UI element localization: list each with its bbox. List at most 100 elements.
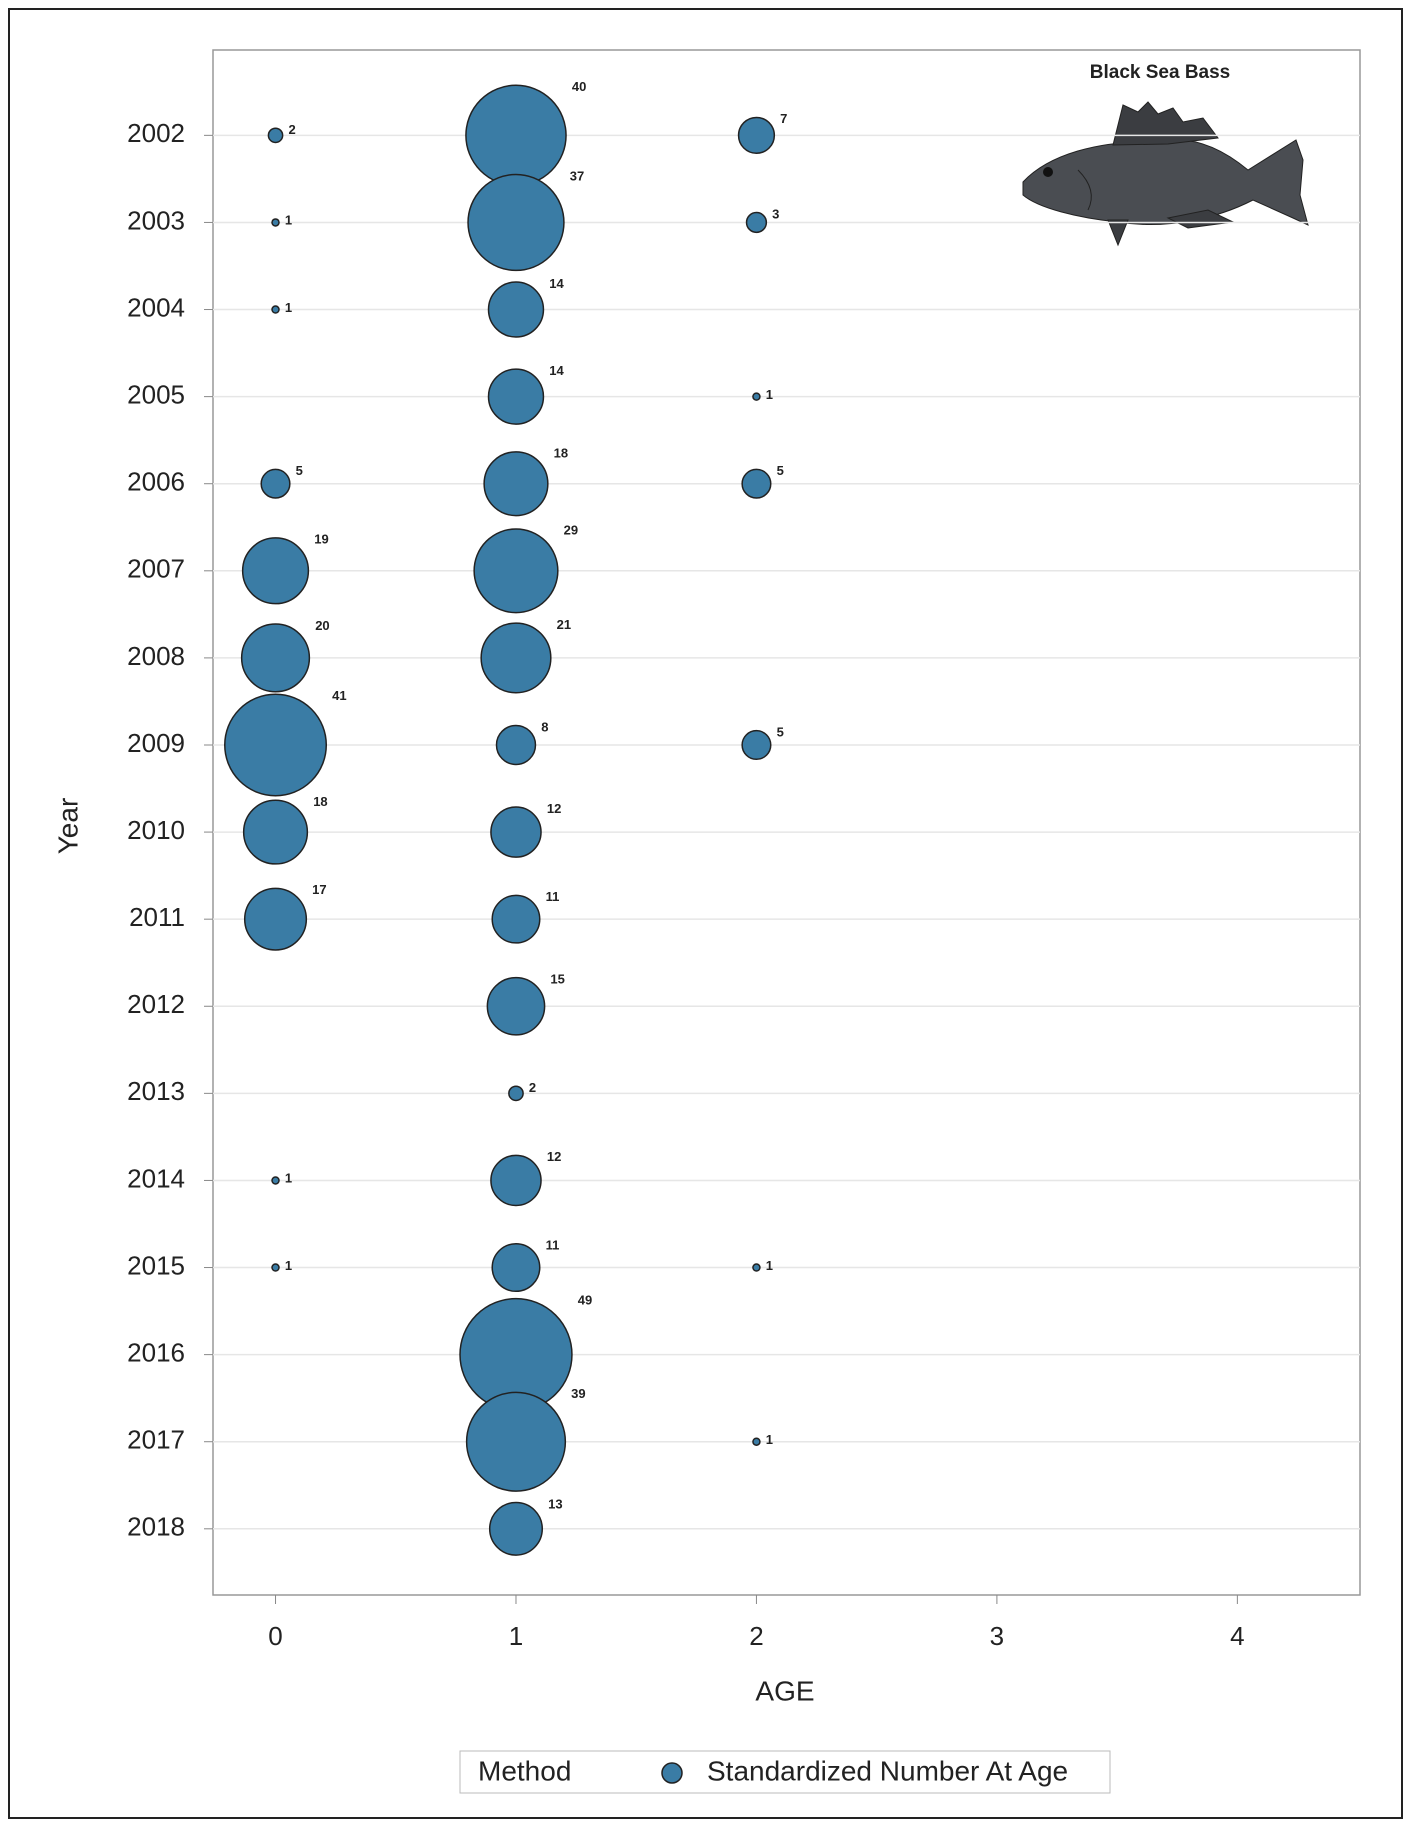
value-label: 12: [547, 801, 561, 816]
value-label: 12: [547, 1149, 561, 1164]
bubble: [490, 806, 542, 858]
y-tick-label: 2009: [127, 728, 185, 758]
bubble: [508, 1085, 524, 1102]
value-label: 15: [550, 971, 564, 986]
bubble: [271, 305, 280, 314]
value-label: 40: [572, 79, 586, 94]
value-label: 5: [296, 463, 303, 478]
value-label: 5: [777, 463, 784, 478]
value-label: 8: [541, 719, 548, 734]
value-label: 18: [313, 794, 327, 809]
annotation: Black Sea Bass: [1090, 62, 1231, 83]
value-label: 14: [549, 363, 564, 378]
y-tick-label: 2008: [127, 641, 185, 671]
y-tick-label: 2016: [127, 1338, 185, 1368]
value-label: 11: [546, 1238, 560, 1253]
bubble: [752, 1263, 761, 1272]
value-label: 1: [285, 1258, 292, 1273]
bubble: [491, 1243, 541, 1293]
value-label: 1: [285, 300, 292, 315]
value-label: 41: [332, 688, 346, 703]
value-label: 2: [529, 1080, 536, 1095]
bubble: [745, 211, 768, 234]
value-label: 29: [564, 523, 578, 538]
bubble: [487, 281, 545, 338]
value-label: 20: [315, 618, 329, 633]
y-axis-title: Year: [52, 798, 83, 855]
bubble: [271, 218, 280, 227]
legend-marker: [661, 1762, 683, 1784]
plot-area: [212, 49, 1361, 1596]
y-tick-label: 2006: [127, 467, 185, 497]
bubble: [242, 799, 309, 865]
bubble: [487, 368, 545, 425]
value-label: 1: [285, 213, 292, 228]
y-tick-label: 2003: [127, 205, 185, 235]
value-label: 39: [571, 1386, 585, 1401]
bubble: [491, 894, 541, 944]
value-label: 1: [766, 1432, 773, 1447]
y-tick-label: 2017: [127, 1425, 185, 1455]
value-label: 37: [570, 168, 584, 183]
value-label: 17: [312, 882, 326, 897]
bubble: [486, 976, 546, 1036]
y-tick-label: 2007: [127, 554, 185, 584]
value-label: 1: [766, 1258, 773, 1273]
value-label: 11: [546, 889, 560, 904]
y-tick-label: 2004: [127, 292, 185, 322]
x-axis-title: AGE: [755, 1675, 814, 1706]
value-label: 5: [777, 724, 784, 739]
x-tick-label: 4: [1230, 1621, 1244, 1651]
legend-title: Method: [478, 1755, 571, 1786]
y-tick-label: 2015: [127, 1250, 185, 1280]
value-label: 7: [780, 111, 787, 126]
bubble: [465, 1391, 567, 1492]
bubble: [473, 528, 559, 614]
value-label: 13: [548, 1496, 562, 1511]
value-label: 1: [285, 1171, 292, 1186]
legend-box: [459, 1750, 1111, 1794]
bubble: [480, 622, 552, 694]
value-label: 1: [766, 387, 773, 402]
y-tick-label: 2010: [127, 815, 185, 845]
bubble: [260, 468, 291, 499]
bubble: [224, 693, 328, 797]
y-tick-label: 2012: [127, 989, 185, 1019]
bubble: [752, 1437, 761, 1446]
value-label: 3: [772, 206, 779, 221]
y-tick-label: 2011: [129, 902, 185, 932]
value-label: 18: [554, 446, 568, 461]
bubble: [488, 1501, 544, 1556]
y-tick-label: 2018: [127, 1512, 185, 1542]
legend-label: Standardized Number At Age: [707, 1755, 1068, 1786]
bubble: [467, 173, 565, 272]
value-label: 49: [578, 1292, 592, 1307]
bubble: [741, 729, 772, 761]
bubble: [271, 1263, 280, 1272]
bubble: [465, 84, 567, 187]
x-tick-label: 1: [509, 1621, 523, 1651]
bubble: [490, 1154, 542, 1207]
y-tick-label: 2013: [127, 1076, 185, 1106]
y-tick-label: 2002: [127, 118, 185, 148]
fish-image: [1022, 101, 1309, 247]
bubble: [741, 468, 772, 499]
bubble: [240, 623, 311, 693]
x-tick-label: 3: [990, 1621, 1004, 1651]
bubble: [267, 127, 284, 144]
bubble: [752, 392, 761, 401]
value-label: 14: [549, 276, 564, 291]
bubble: [495, 724, 537, 766]
bubble: [271, 1176, 280, 1185]
y-tick-label: 2014: [127, 1163, 185, 1193]
x-tick-label: 2: [749, 1621, 763, 1651]
value-label: 19: [314, 532, 328, 547]
value-label: 2: [288, 122, 295, 137]
x-tick-label: 0: [268, 1621, 282, 1651]
bubble: [737, 116, 776, 154]
bubble: [483, 451, 549, 517]
value-label: 21: [557, 617, 571, 632]
bubble: [241, 537, 310, 605]
bubble: [243, 887, 308, 951]
